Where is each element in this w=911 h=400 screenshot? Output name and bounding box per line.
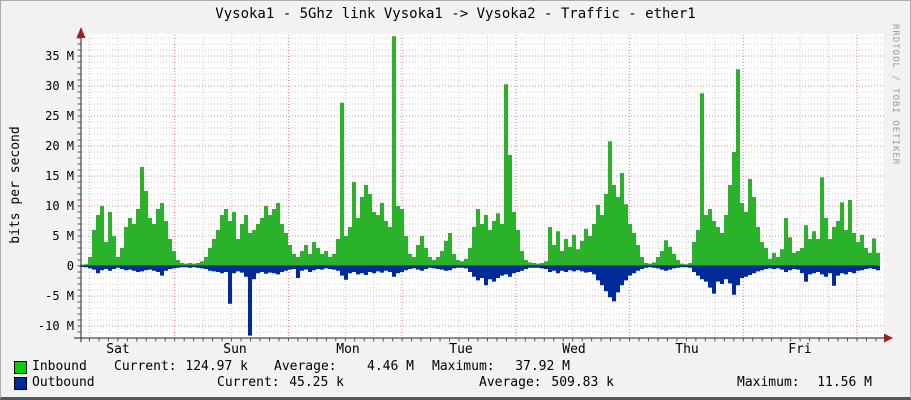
y-tick-30M: 30 M: [45, 79, 74, 93]
outbound-current-label: Current:: [217, 375, 280, 390]
outbound-label: Outbound: [32, 375, 95, 390]
day-label-thu: Thu: [675, 342, 699, 357]
rrdtool-watermark: RRDTOOL / TOBI OETIKER: [890, 24, 900, 166]
inbound-maximum-label: Maximum:: [432, 359, 495, 374]
inbound-average-label: Average:: [274, 359, 337, 374]
y-tick-0: 0: [66, 259, 74, 273]
inbound-average-value: 4.46 M: [367, 359, 414, 374]
day-label-tue: Tue: [449, 342, 473, 357]
graph-title: Vysoka1 - 5Ghz link Vysoka1 -> Vysoka2 -…: [215, 6, 696, 22]
day-label-sun: Sun: [223, 342, 247, 357]
day-label-wed: Wed: [562, 342, 586, 357]
outbound-maximum-label: Maximum:: [737, 375, 800, 390]
y-tick-n5M: -5 M: [45, 289, 74, 303]
outbound-average-label: Average:: [479, 375, 542, 390]
inbound-label: Inbound: [32, 359, 87, 374]
inbound-current-value: 124.97 k: [185, 359, 248, 374]
outbound-swatch: [14, 377, 27, 390]
y-tick-25M: 25 M: [45, 109, 74, 123]
day-label-sat: Sat: [106, 342, 130, 357]
y-tick-5M: 5 M: [52, 229, 74, 243]
y-tick-10M: 10 M: [45, 199, 74, 213]
y-tick-35M: 35 M: [45, 49, 74, 63]
outbound-maximum-value: 11.56 M: [817, 375, 872, 390]
y-tick-15M: 15 M: [45, 169, 74, 183]
outbound-current-value: 45.25 k: [289, 375, 344, 390]
outbound-average-value: 509.83 k: [551, 375, 614, 390]
inbound-maximum-value: 37.92 M: [515, 359, 570, 374]
inbound-swatch: [14, 361, 27, 374]
day-label-fri: Fri: [788, 342, 812, 357]
day-label-mon: Mon: [336, 342, 360, 357]
y-tick-n10M: -10 M: [37, 319, 74, 333]
y-tick-20M: 20 M: [45, 139, 74, 153]
inbound-current-label: Current:: [114, 359, 177, 374]
